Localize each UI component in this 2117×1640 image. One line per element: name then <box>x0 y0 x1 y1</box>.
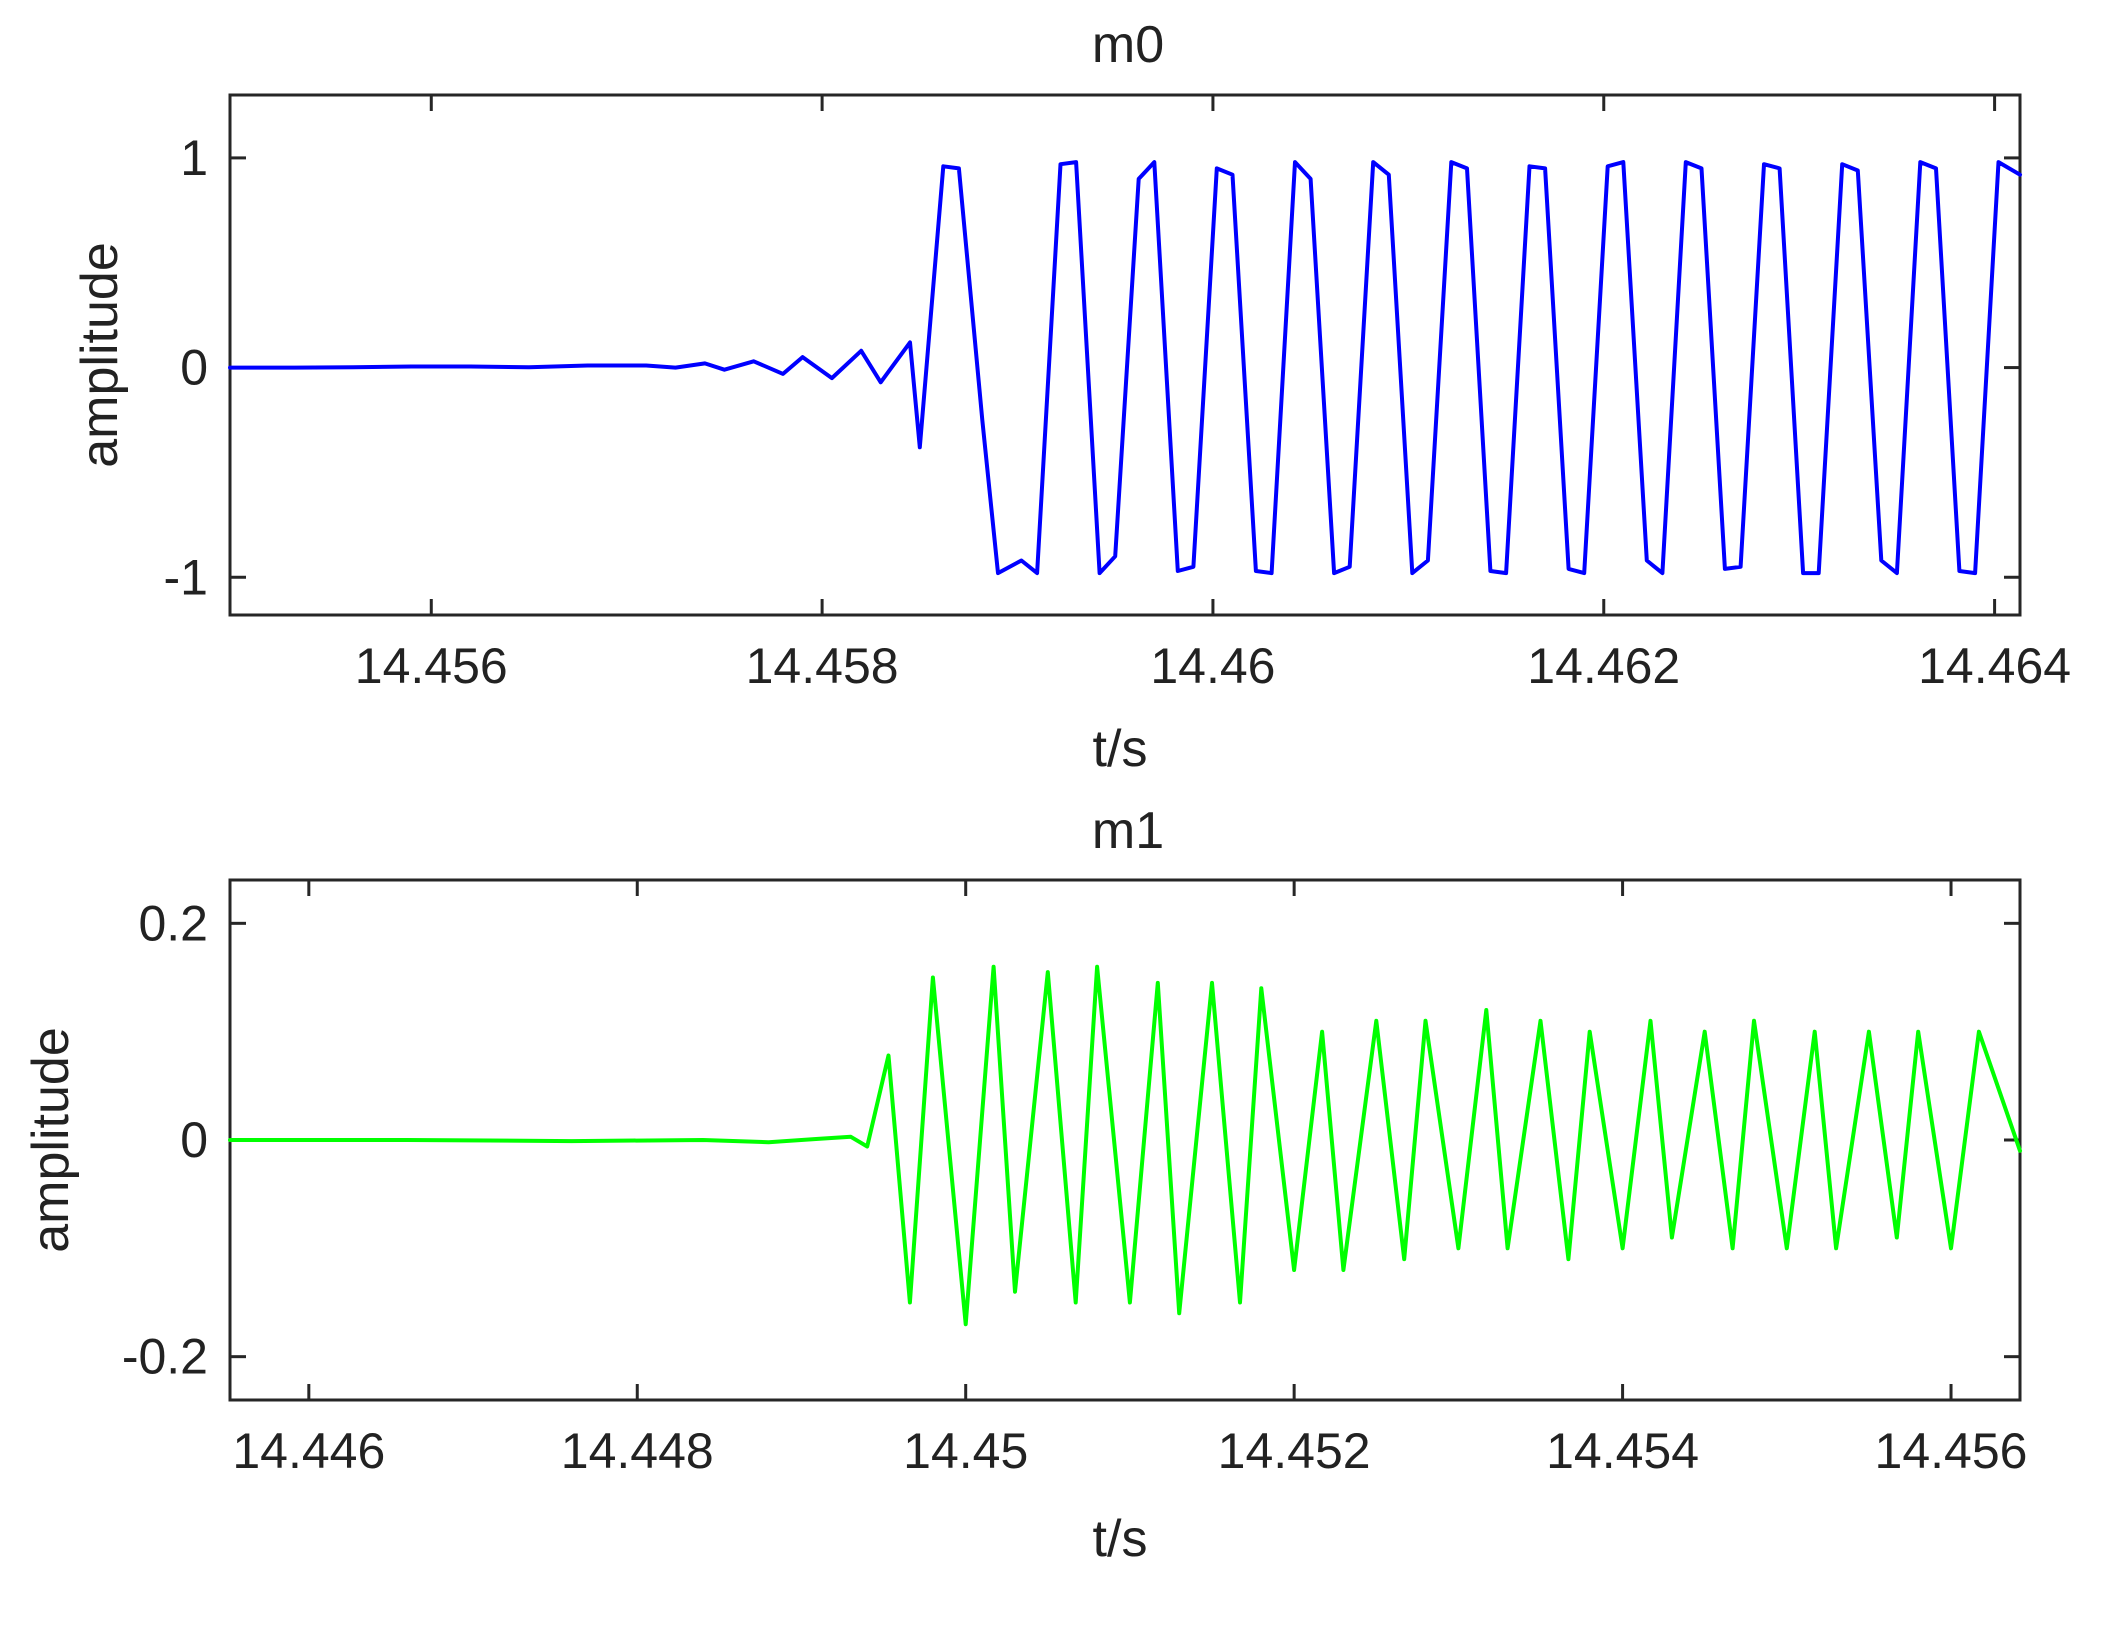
x-tick-label: 14.46 <box>1150 638 1275 694</box>
chart-title: m1 <box>1092 802 1164 860</box>
x-tick-label: 14.452 <box>1218 1423 1371 1479</box>
y-tick-label: -0.2 <box>122 1329 208 1385</box>
x-axis-label: t/s <box>1093 1510 1148 1568</box>
x-tick-label: 14.448 <box>561 1423 714 1479</box>
y-tick-labels: -1 0 1 <box>164 130 208 605</box>
x-tick-labels: 14.456 14.458 14.46 14.462 14.464 <box>355 638 2071 694</box>
chart-m1: m1 14.446 14.448 14.45 14.452 14.454 14.456 -… <box>22 802 2027 1568</box>
x-tick-label: 14.45 <box>903 1423 1028 1479</box>
x-tick-label: 14.456 <box>355 638 508 694</box>
y-tick-label: -1 <box>164 549 208 605</box>
y-tick-label: 0 <box>180 340 208 396</box>
y-tick-label: 0 <box>180 1112 208 1168</box>
x-tick-label: 14.454 <box>1546 1423 1699 1479</box>
x-tick-label: 14.456 <box>1875 1423 2028 1479</box>
y-tick-label: 1 <box>180 130 208 186</box>
y-tick-label: 0.2 <box>138 895 208 951</box>
y-axis-label: amplitude <box>22 1027 80 1252</box>
series-line-m0 <box>228 160 2022 576</box>
y-axis-label: amplitude <box>71 242 129 467</box>
chart-m0: m0 14.456 14.458 14.46 14.462 14.464 -1 0 1 t/… <box>71 16 2071 778</box>
x-tick-labels: 14.446 14.448 14.45 14.452 14.454 14.456 <box>232 1423 2027 1479</box>
chart-title: m0 <box>1092 16 1164 74</box>
y-tick-labels: -0.2 0 0.2 <box>122 895 208 1384</box>
series-line-m1 <box>228 964 2022 1327</box>
x-tick-label: 14.458 <box>746 638 899 694</box>
x-tick-label: 14.446 <box>232 1423 385 1479</box>
x-tick-label: 14.462 <box>1527 638 1680 694</box>
x-axis-label: t/s <box>1093 720 1148 778</box>
x-tick-label: 14.464 <box>1918 638 2071 694</box>
